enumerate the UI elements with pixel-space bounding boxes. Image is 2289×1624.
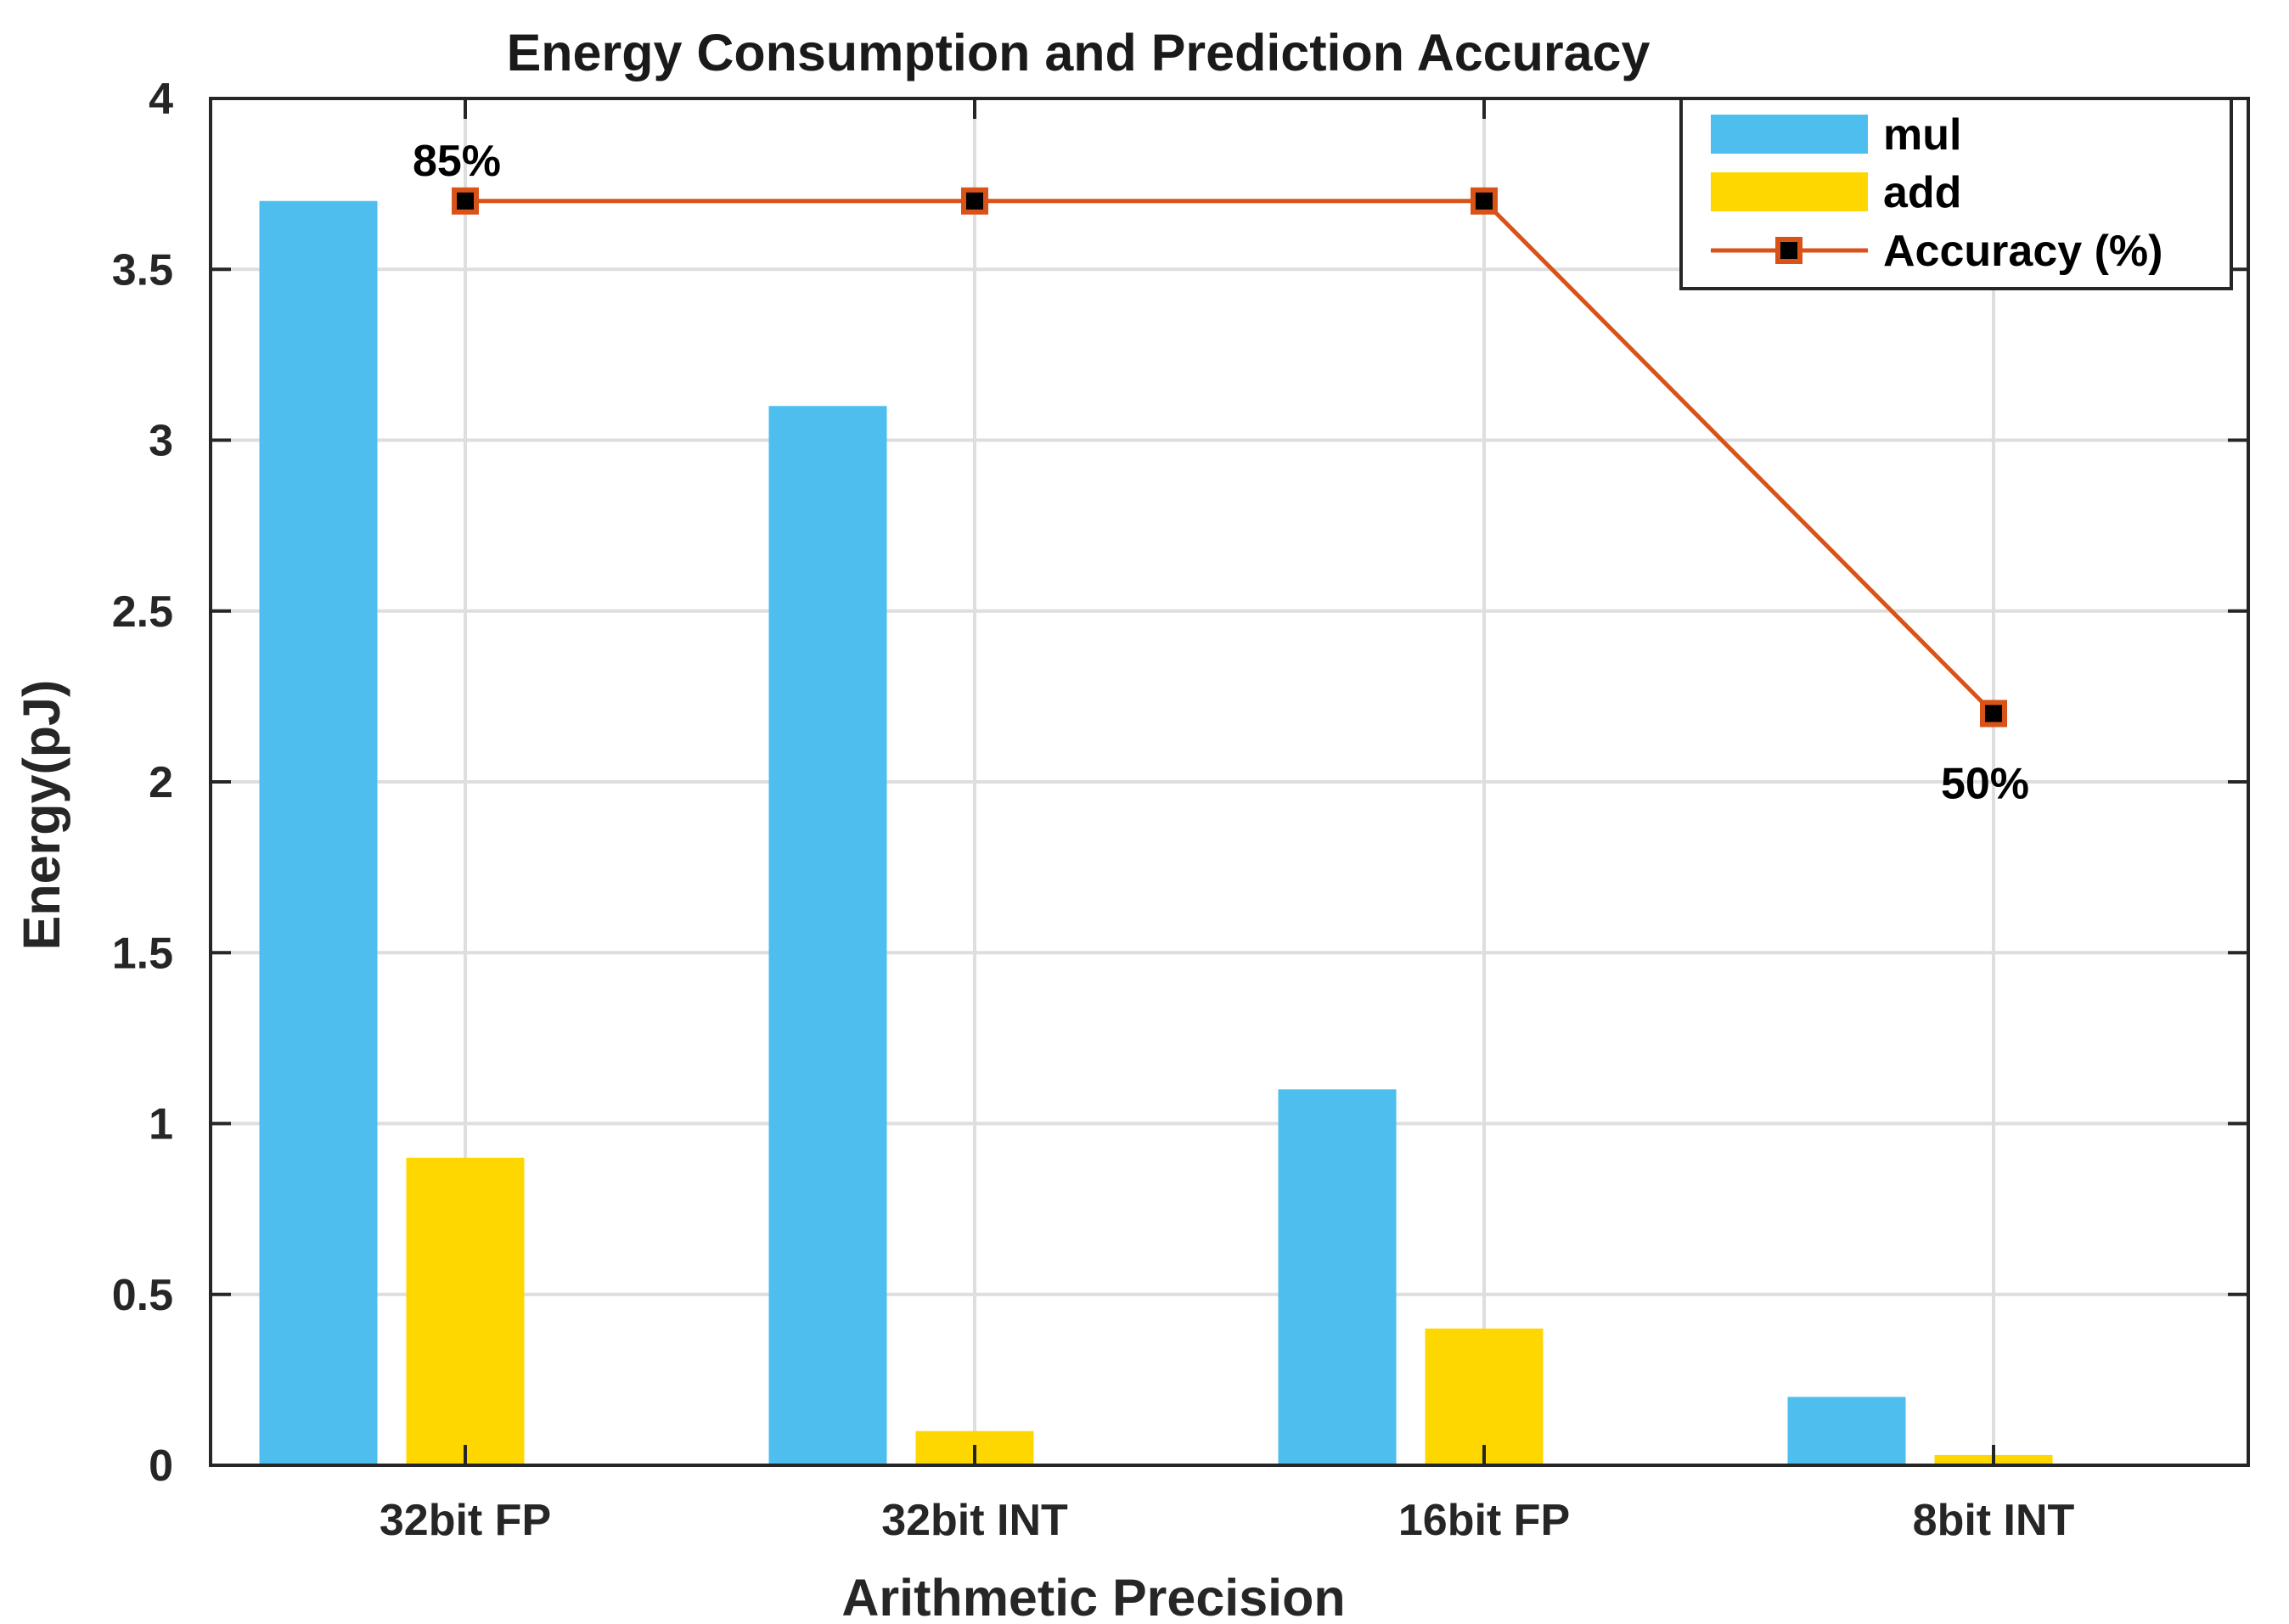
bar-mul-0 xyxy=(259,200,378,1465)
legend-label: Accuracy (%) xyxy=(1883,227,2162,276)
bar-mul-1 xyxy=(768,406,887,1465)
x-tick-label: 32bit INT xyxy=(881,1496,1068,1545)
annotation-label: 50% xyxy=(1941,760,2029,809)
legend-swatch-mul xyxy=(1711,115,1868,154)
bar-add-2 xyxy=(1425,1329,1544,1465)
legend-label: mul xyxy=(1883,110,1961,160)
legend-label: add xyxy=(1883,168,1961,217)
legend-swatch-add xyxy=(1711,172,1868,211)
accuracy-marker-1 xyxy=(961,187,988,215)
accuracy-line xyxy=(465,199,1995,716)
y-tick-label: 3 xyxy=(149,417,173,466)
y-tick-label: 0.5 xyxy=(112,1271,173,1320)
bar-mul-3 xyxy=(1787,1396,1906,1465)
y-gridlines xyxy=(211,97,2248,1467)
bars xyxy=(259,200,2053,1465)
x-tick-label: 32bit FP xyxy=(380,1496,551,1545)
y-tick-label: 0 xyxy=(149,1441,173,1491)
x-tick-label: 8bit INT xyxy=(1913,1496,2075,1545)
bar-mul-2 xyxy=(1278,1089,1397,1465)
y-tick-label: 4 xyxy=(149,75,173,124)
y-tick-label: 3.5 xyxy=(112,245,173,295)
accuracy-line-layer xyxy=(452,187,2007,728)
accuracy-marker-2 xyxy=(1471,187,1498,215)
y-tick-label: 2.5 xyxy=(112,587,173,637)
legend: mul add Accuracy (%) xyxy=(1679,97,2233,290)
legend-marker-swatch xyxy=(1775,237,1803,264)
y-axis-label: Energy(pJ) xyxy=(13,680,70,951)
y-tick-label: 1 xyxy=(149,1100,173,1149)
accuracy-marker-3 xyxy=(1980,700,2007,728)
annotation-label: 85% xyxy=(413,137,501,186)
ticks: 0 0.5 1 1.5 2 2.5 3 3.5 4 32bit FP 32bit INT 16bit … xyxy=(112,75,2248,1545)
accuracy-marker-0 xyxy=(452,187,479,215)
y-tick-label: 1.5 xyxy=(112,929,173,978)
x-axis-label: Arithmetic Precision xyxy=(841,1569,1345,1624)
chart-title: Energy Consumption and Prediction Accura… xyxy=(507,24,1651,81)
annotations: 85% 50% xyxy=(413,137,2029,809)
y-tick-label: 2 xyxy=(149,758,173,807)
x-tick-label: 16bit FP xyxy=(1398,1496,1570,1545)
bar-add-0 xyxy=(406,1157,525,1465)
